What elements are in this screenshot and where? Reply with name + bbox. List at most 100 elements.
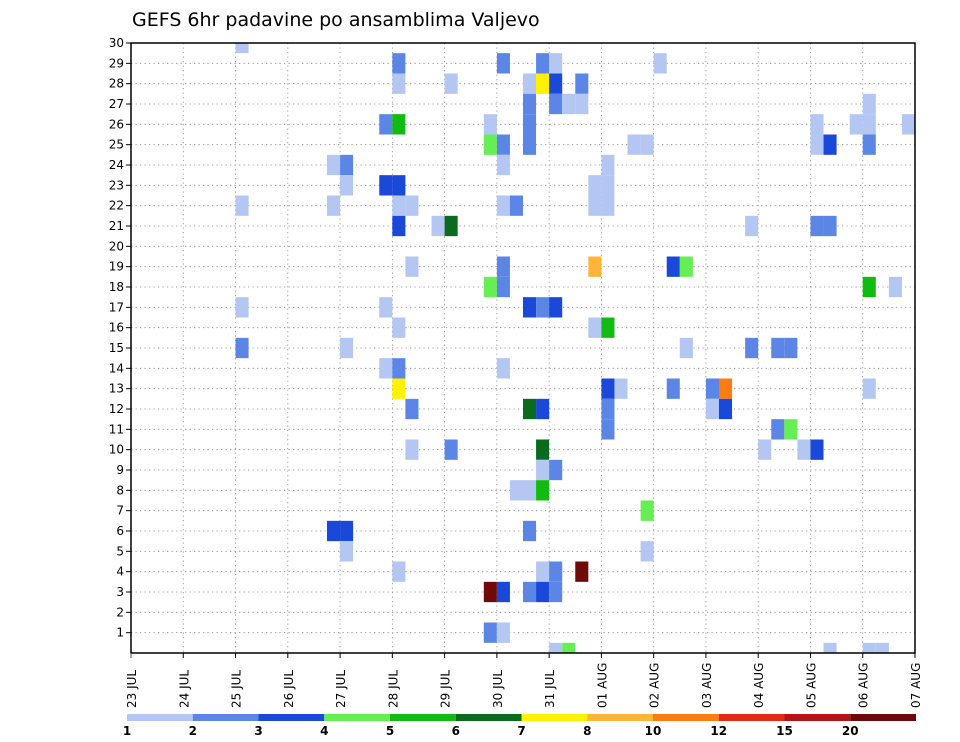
y-tick-label: 21: [109, 219, 124, 233]
precip-cell: [679, 256, 693, 277]
precip-cell: [653, 53, 667, 74]
y-tick-label: 24: [109, 158, 124, 172]
precip-cell: [496, 53, 510, 74]
precip-cell: [483, 134, 497, 155]
precip-cell: [862, 378, 876, 399]
colorbar-label: 5: [386, 724, 394, 738]
y-tick-label: 9: [116, 463, 124, 477]
precip-cell: [810, 439, 824, 460]
y-tick-label: 5: [116, 544, 124, 558]
colorbar-label: 4: [320, 724, 328, 738]
precip-cell: [862, 642, 876, 653]
precip-cell: [327, 195, 341, 216]
precip-cell: [340, 541, 354, 562]
precip-cell: [444, 215, 458, 237]
precip-cell: [340, 154, 354, 176]
precip-cell: [392, 317, 406, 338]
precip-cell: [797, 439, 811, 460]
precip-cell: [588, 195, 602, 216]
x-tick-label: 26 JUL: [282, 670, 296, 708]
y-axis: 1234567891011121314151617181920212223242…: [109, 36, 131, 640]
precip-cell: [235, 43, 249, 54]
y-tick-label: 19: [109, 260, 124, 274]
precip-cell: [523, 480, 537, 501]
precip-cell: [340, 520, 354, 542]
precip-cell: [327, 520, 341, 542]
precip-cell: [588, 256, 602, 277]
precip-cell: [862, 114, 876, 135]
chart-title: GEFS 6hr padavine po ansamblima Valjevo: [132, 9, 540, 31]
precip-cell: [771, 337, 785, 359]
precip-cell: [862, 276, 876, 298]
colorbar-swatch: [653, 714, 719, 721]
precip-cell: [392, 114, 406, 135]
x-tick-label: 28 JUL: [386, 670, 400, 708]
y-tick-label: 3: [116, 585, 124, 599]
precip-cell: [483, 276, 497, 298]
precip-cell: [496, 154, 510, 176]
precip-cell: [549, 93, 563, 115]
precip-cell: [379, 297, 393, 318]
precip-cell: [405, 256, 419, 277]
precip-cell: [849, 114, 863, 135]
precip-cell: [719, 378, 733, 399]
precip-cell: [588, 317, 602, 338]
precip-cell: [496, 195, 510, 216]
precip-cell: [745, 215, 759, 237]
precip-cell: [666, 378, 680, 399]
y-tick-label: 28: [109, 77, 124, 91]
precip-cell: [444, 439, 458, 460]
precip-cell: [235, 337, 249, 359]
precip-cell: [523, 114, 537, 135]
precip-cell: [784, 337, 798, 359]
precip-cell: [705, 398, 719, 420]
precip-cell: [496, 134, 510, 155]
precip-cell: [601, 419, 615, 440]
y-tick-label: 8: [116, 483, 124, 497]
precip-cell: [405, 398, 419, 420]
precip-cell: [496, 581, 510, 603]
y-tick-label: 7: [116, 504, 124, 518]
precip-cell: [536, 297, 550, 318]
precip-cell: [705, 378, 719, 399]
precip-cell: [523, 73, 537, 94]
precip-cell: [640, 500, 654, 521]
x-tick-label: 31 JUL: [543, 670, 557, 708]
y-tick-label: 1: [116, 626, 124, 640]
precip-cell: [823, 215, 837, 237]
precip-cell: [679, 337, 693, 359]
precip-cell: [549, 459, 563, 481]
precip-cell: [601, 317, 615, 338]
colorbar-swatch: [521, 714, 588, 721]
precip-cell: [340, 337, 354, 359]
colorbar-swatch: [455, 714, 522, 721]
precip-cell: [601, 195, 615, 216]
precip-cell: [575, 73, 589, 94]
precip-cell: [549, 297, 563, 318]
precip-cell: [823, 642, 837, 653]
precip-cell: [640, 134, 654, 155]
precip-cell: [392, 175, 406, 196]
precip-cell: [536, 581, 550, 603]
precip-cell: [862, 134, 876, 155]
y-tick-label: 17: [109, 300, 124, 314]
precip-cell: [614, 378, 628, 399]
precip-cell: [745, 337, 759, 359]
y-tick-label: 23: [109, 178, 124, 192]
x-tick-label: 30 JUL: [491, 670, 505, 708]
y-tick-label: 12: [109, 402, 124, 416]
precip-cell: [392, 215, 406, 237]
precip-cell: [392, 53, 406, 74]
y-tick-label: 20: [109, 239, 124, 253]
precip-cell: [810, 215, 824, 237]
precip-cell: [601, 175, 615, 196]
x-tick-label: 01 AUG: [595, 663, 609, 708]
precip-cell: [549, 561, 563, 582]
precip-cell: [536, 398, 550, 420]
precip-cell: [431, 215, 445, 237]
colorbar-swatch: [192, 714, 259, 721]
precip-cell: [536, 561, 550, 582]
precip-cell: [536, 53, 550, 74]
y-tick-label: 4: [116, 565, 124, 579]
